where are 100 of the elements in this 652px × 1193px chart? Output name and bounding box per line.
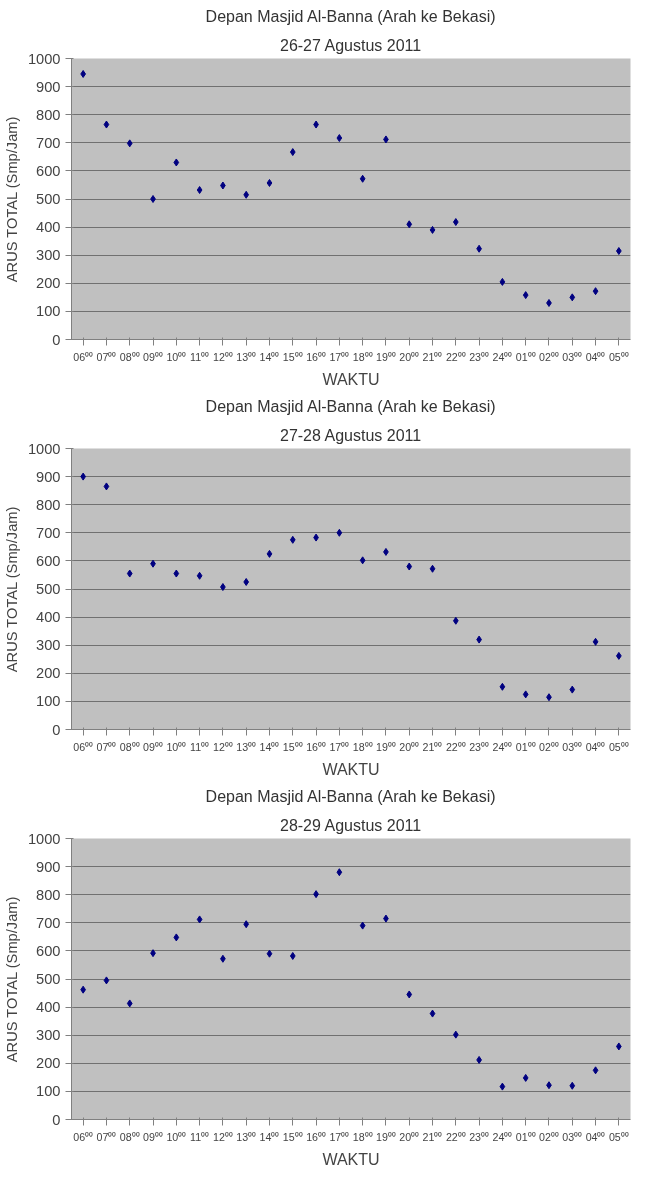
x-tick-label: 03⁰⁰ (562, 740, 583, 753)
x-tick-label: 11⁰⁰ (190, 740, 210, 753)
y-tick-label: 700 (36, 524, 61, 541)
x-tick-label: 15⁰⁰ (282, 1130, 303, 1143)
y-tick-label: 100 (36, 693, 61, 710)
y-tick-label: 1000 (27, 440, 61, 457)
x-tick-label: 11⁰⁰ (190, 1130, 210, 1143)
y-tick-label: 900 (36, 78, 61, 95)
y-tick-label: 0 (52, 721, 61, 738)
y-tick-label: 600 (36, 552, 61, 569)
x-tick-label: 17⁰⁰ (329, 740, 350, 753)
y-tick-label: 200 (36, 665, 61, 682)
x-tick-label: 09⁰⁰ (143, 350, 163, 363)
y-tick-label: 300 (36, 637, 61, 654)
point (126, 569, 133, 578)
point (196, 186, 203, 195)
y-tick-label: 500 (36, 971, 61, 987)
y-tick-label: 200 (36, 275, 61, 292)
x-tick-label: 20⁰⁰ (399, 1130, 420, 1143)
x-tick-label: 15⁰⁰ (282, 740, 303, 753)
y-axis-title: ARUS TOTAL (Smp/Jam) (3, 506, 20, 673)
point (569, 293, 576, 302)
x-tick-label: 01⁰⁰ (515, 350, 536, 363)
point (336, 528, 343, 537)
point (359, 174, 366, 183)
point (266, 949, 273, 958)
point (429, 225, 436, 234)
chart-subtitle: 27-28 Agustus 2011 (279, 426, 422, 444)
point (429, 1009, 436, 1018)
point (243, 920, 250, 929)
point (196, 915, 203, 924)
x-tick-label: 01⁰⁰ (515, 1130, 536, 1143)
point (406, 562, 413, 571)
x-tick-label: 04⁰⁰ (585, 1130, 606, 1143)
point (266, 549, 273, 558)
x-tick-label: 07⁰⁰ (96, 350, 117, 363)
x-tick-label: 12⁰⁰ (212, 1130, 233, 1143)
point (126, 139, 133, 148)
x-tick-label: 14⁰⁰ (259, 350, 280, 363)
y-tick-label: 900 (36, 858, 61, 875)
y-tick-label: 400 (36, 219, 61, 236)
point (359, 556, 366, 565)
point (569, 685, 576, 694)
y-tick-label: 700 (36, 914, 61, 931)
x-tick-label: 10⁰⁰ (166, 350, 187, 363)
x-tick-label: 23⁰⁰ (469, 350, 490, 363)
x-axis-title: WAKTU (322, 370, 380, 388)
x-tick-label: 08⁰⁰ (119, 350, 140, 363)
point (150, 195, 156, 203)
point (266, 178, 273, 187)
y-tick-label: 800 (36, 886, 61, 903)
x-tick-label: 13⁰⁰ (236, 350, 257, 363)
x-tick-label: 19⁰⁰ (376, 350, 396, 363)
chart-title: Depan Masjid Al-Banna (Arah ke Bekasi) (205, 787, 496, 805)
point (173, 158, 180, 167)
point (336, 134, 343, 143)
x-tick-label: 21⁰⁰ (422, 740, 443, 753)
chart-subtitle: 26-27 Agustus 2011 (279, 36, 422, 54)
x-tick-label: 09⁰⁰ (143, 1130, 163, 1143)
x-tick-label: 03⁰⁰ (562, 1130, 583, 1143)
x-tick-label: 06⁰⁰ (73, 1130, 94, 1143)
point (289, 535, 296, 544)
point (289, 148, 296, 157)
point (452, 616, 459, 625)
y-tick-label: 400 (36, 609, 61, 626)
x-tick-label: 06⁰⁰ (73, 350, 94, 363)
point (103, 976, 110, 985)
x-tick-label: 04⁰⁰ (585, 740, 606, 753)
x-tick-label: 10⁰⁰ (166, 1130, 187, 1143)
point (406, 990, 413, 999)
x-tick-label: 06⁰⁰ (73, 740, 94, 753)
x-tick-label: 18⁰⁰ (352, 350, 373, 363)
point (406, 220, 413, 229)
x-tick-label: 18⁰⁰ (352, 1130, 373, 1143)
x-tick-label: 09⁰⁰ (143, 740, 163, 753)
point (592, 637, 599, 646)
x-tick-label: 22⁰⁰ (445, 1130, 466, 1143)
point (569, 1081, 576, 1090)
x-tick-label: 19⁰⁰ (376, 1130, 396, 1143)
x-tick-label: 23⁰⁰ (469, 740, 490, 753)
x-tick-label: 14⁰⁰ (259, 1130, 280, 1143)
x-tick-label: 02⁰⁰ (539, 350, 559, 363)
point (499, 277, 506, 286)
x-tick-label: 02⁰⁰ (539, 740, 559, 753)
x-tick-label: 05⁰⁰ (608, 350, 629, 363)
point (452, 218, 459, 227)
x-tick-label: 16⁰⁰ (306, 1130, 326, 1143)
x-tick-label: 16⁰⁰ (306, 350, 326, 363)
point (429, 564, 436, 573)
y-tick-label: 100 (36, 303, 61, 320)
x-tick-label: 16⁰⁰ (306, 740, 326, 753)
point (196, 571, 203, 580)
y-axis-title: ARUS TOTAL (Smp/Jam) (3, 896, 20, 1063)
y-tick-label: 0 (52, 1111, 61, 1128)
x-tick-label: 21⁰⁰ (422, 1130, 443, 1143)
x-tick-label: 13⁰⁰ (236, 740, 257, 753)
x-axis-title: WAKTU (322, 760, 380, 778)
point (452, 1030, 459, 1039)
x-tick-label: 23⁰⁰ (469, 1130, 490, 1143)
point (336, 868, 343, 877)
